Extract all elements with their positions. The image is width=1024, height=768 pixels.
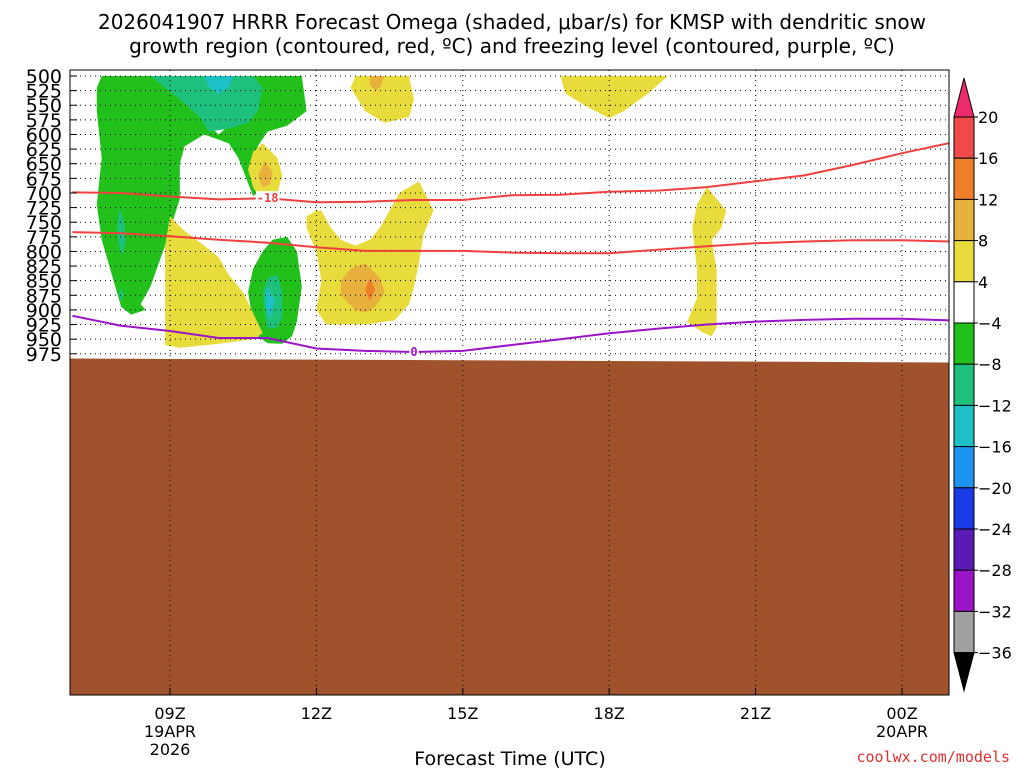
y-tick-label-575: 575 [26,110,62,132]
colorbar-segment-7 [953,363,975,406]
omega_8-region-2 [340,263,385,313]
dgz_-18_upper-label: -18 [257,191,279,205]
colorbar-segment-5 [953,281,975,324]
terrain-strip [70,358,949,695]
colorbar-label-7: −12 [978,396,1012,415]
x-tick-label-18Z: 18Z [594,704,625,723]
x-tick-label-21Z: 21Z [740,704,771,723]
colorbar-segment-2 [953,157,975,200]
freezing_level_0-label-bg [409,345,419,360]
y-tick-label-500: 500 [26,66,62,88]
y-tick-label-975: 975 [26,344,62,366]
omega-fills [70,76,949,695]
x-tick-year-09Z: 2026 [150,740,191,759]
colorbar-label-5: −4 [978,314,1002,333]
x-tick-date-09Z: 19APR [144,722,196,741]
omega_8-region-1 [257,160,273,188]
colorbar-label-3: 8 [978,232,988,251]
plot-frame [69,69,950,696]
colorbar-label-13: −36 [978,644,1012,663]
x-axis-title: Forecast Time (UTC) [414,748,605,768]
colorbar-segment-9 [953,446,975,489]
y-tick-label-675: 675 [26,168,62,190]
y-tick-label-600: 600 [26,124,62,146]
freezing_level_0-label: 0 [410,345,417,359]
colorbar-bottom-arrow [953,652,975,693]
y-axis: 5005255505756006256506757007257507758008… [26,66,77,366]
colorbar-segment-12 [953,569,975,612]
y-tick-label-650: 650 [26,154,62,176]
site-credit: coolwx.com/models [856,748,1010,766]
x-tick-date-00Z: 20APR [876,722,928,741]
y-tick-label-775: 775 [26,227,62,249]
dgz_-18_upper-label-bg [255,191,280,206]
colorbar-segment-8 [953,404,975,448]
gridlines [70,70,949,695]
y-tick-label-525: 525 [26,81,62,103]
y-tick-label-550: 550 [26,95,62,117]
y-tick-label-700: 700 [26,183,62,205]
y-tick-label-725: 725 [26,198,62,220]
x-tick-label-12Z: 12Z [301,704,332,723]
colorbar-label-6: −8 [978,355,1002,374]
colorbar-segment-6 [953,322,975,365]
omega_-16-region-0 [204,76,234,94]
omega_8-region-0 [370,76,385,91]
omega_-8-region-0 [96,76,307,315]
contour-lines [72,142,949,354]
omega_4-region-3 [165,216,263,348]
colorbar-label-9: −20 [978,479,1012,498]
omega_4-region-5 [687,187,727,337]
chart-title: 2026041907 HRRR Forecast Omega (shaded, … [97,10,927,34]
y-tick-label-625: 625 [26,139,62,161]
chart-subtitle: growth region (contoured, red, ºC) and f… [129,34,895,58]
omega_-12-region-2 [118,286,124,302]
omega_4-region-4 [306,181,434,325]
y-tick-label-875: 875 [26,285,62,307]
y-tick-label-900: 900 [26,300,62,322]
colorbar-label-10: −24 [978,520,1012,539]
omega_-12-region-0 [150,76,263,132]
colorbar-segment-11 [953,528,975,571]
x-tick-label-15Z: 15Z [447,704,478,723]
dgz_-12_lower-line [72,231,949,255]
freezing_level_0-line [72,314,949,354]
y-tick-label-750: 750 [26,212,62,234]
omega_4-region-0 [350,76,414,123]
colorbar-label-0: 20 [978,108,998,127]
colorbar-segment-4 [953,240,975,283]
x-tick-label-00Z: 00Z [886,704,917,723]
y-tick-label-950: 950 [26,329,62,351]
colorbar-label-8: −16 [978,438,1012,457]
colorbar-segment-1 [953,116,975,159]
y-tick-label-850: 850 [26,271,62,293]
colorbar-top-arrow [953,77,975,118]
colorbar-segment-10 [953,487,975,530]
colorbar-segment-13 [953,610,975,654]
omega_12-region-0 [365,277,375,302]
y-tick-label-800: 800 [26,241,62,263]
omega_-12-region-1 [117,207,126,255]
colorbar-label-4: 4 [978,273,988,292]
colorbar: 20 16 12 8 4 −4 −8 −12 −16 −20 −24 −28 −32 −36 [953,77,1012,693]
contour-labels: -18 0 [255,191,419,360]
omega_4-region-1 [560,76,668,119]
colorbar-label-12: −32 [978,602,1012,621]
colorbar-label-1: 16 [978,149,998,168]
y-tick-label-925: 925 [26,315,62,337]
x-tick-label-09Z: 09Z [154,704,185,723]
colorbar-label-2: 12 [978,190,998,209]
dgz_-18_upper-line [72,142,949,204]
y-tick-label-825: 825 [26,256,62,278]
colorbar-segment-3 [953,198,975,242]
colorbar-label-11: −28 [978,561,1012,580]
omega_-16-region-1 [265,286,275,319]
